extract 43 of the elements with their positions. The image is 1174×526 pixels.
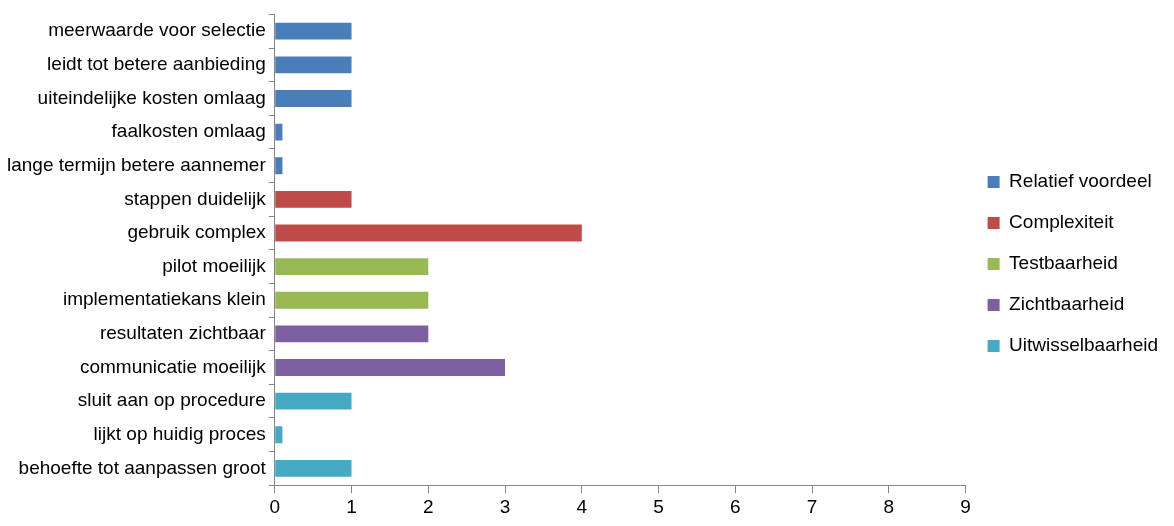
x-tick-label: 2: [422, 495, 434, 517]
x-tick-label: 9: [960, 495, 971, 517]
bar: [275, 90, 352, 107]
legend-label: Complexiteit: [1009, 211, 1115, 233]
bar: [275, 359, 506, 376]
y-tick-label: sluit aan op procedure: [77, 389, 266, 411]
y-tick-label: behoefte tot aanpassen groot: [18, 456, 267, 478]
y-tick-label: gebruik complex: [127, 221, 267, 243]
y-tick-label: lange termijn betere aannemer: [7, 153, 267, 175]
bar: [275, 22, 352, 40]
legend-label: Testbaarheid: [1009, 252, 1118, 274]
legend-label: Relatief voordeel: [1009, 170, 1152, 192]
y-tick-label: communicatie moeilijk: [79, 355, 267, 377]
x-tick-label: 1: [346, 495, 357, 517]
y-tick-label: resultaten zichtbaar: [99, 322, 267, 344]
y-tick-label: meerwaarde voor selectie: [48, 19, 266, 41]
y-tick-label: pilot moeilijk: [162, 254, 267, 276]
y-tick-label: uiteindelijke kosten omlaag: [37, 86, 266, 108]
bar: [275, 258, 429, 276]
y-tick-label: lijkt op huidig proces: [93, 422, 266, 444]
bar: [275, 459, 352, 477]
x-tick-label: 4: [576, 495, 588, 517]
x-tick-label: 6: [730, 495, 741, 517]
bar: [275, 224, 582, 242]
bar: [275, 325, 429, 343]
x-tick-label: 0: [269, 495, 281, 517]
y-tick-label: faalkosten omlaag: [111, 120, 266, 142]
legend-label: Zichtbaarheid: [1009, 293, 1125, 315]
bar: [275, 56, 352, 74]
bar: [275, 157, 283, 175]
x-tick-label: 8: [883, 495, 895, 517]
bar: [275, 190, 352, 208]
bar: [275, 291, 429, 309]
x-tick-label: 3: [499, 495, 511, 517]
y-tick-label: leidt tot betere aanbieding: [47, 53, 266, 75]
y-tick-label: stappen duidelijk: [124, 187, 267, 209]
x-tick-label: 7: [806, 495, 818, 517]
bar: [275, 392, 352, 410]
legend-label: Uitwisselbaarheid: [1009, 334, 1158, 356]
bar: [275, 426, 283, 444]
bar: [275, 123, 283, 141]
x-tick-label: 5: [653, 495, 664, 517]
y-tick-label: implementatiekans klein: [63, 288, 266, 310]
